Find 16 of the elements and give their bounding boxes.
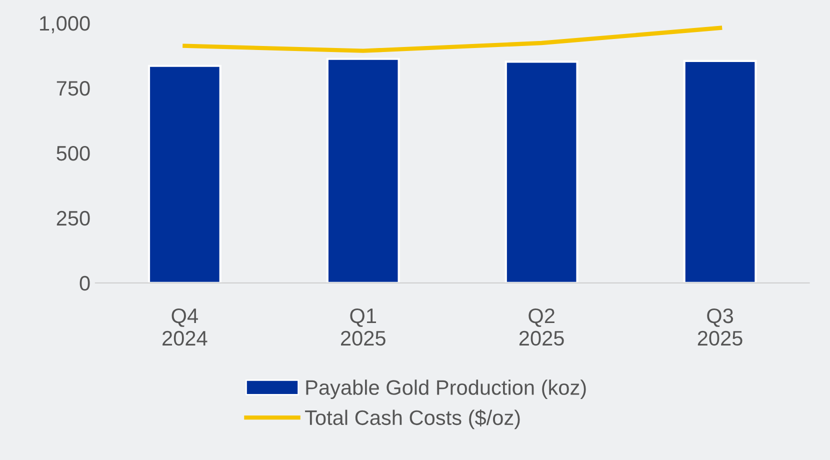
legend-label: Total Cash Costs ($/oz) [305, 409, 520, 430]
line-series [182, 26, 722, 53]
x-tick-label: Q1 2025 [341, 308, 386, 346]
bar [148, 64, 222, 283]
legend-label: Payable Gold Production (koz) [306, 380, 586, 400]
x-tick-label: Q3 2025 [698, 308, 742, 346]
y-tick-label: 750 [56, 80, 90, 96]
y-tick-label: 0 [80, 276, 90, 291]
y-tick-label: 250 [56, 210, 90, 226]
bar [504, 60, 578, 283]
bar [683, 60, 757, 283]
bar [326, 58, 400, 283]
x-tick-label: Q2 2025 [519, 308, 564, 346]
y-tick-label: 1,000 [40, 16, 90, 34]
y-tick-label: 500 [56, 146, 90, 161]
x-tick-label: Q4 2024 [162, 308, 208, 346]
